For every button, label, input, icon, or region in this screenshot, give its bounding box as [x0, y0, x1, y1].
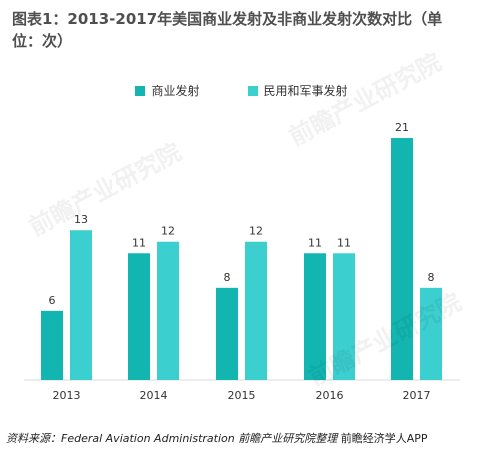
- bar-noncommercial-2014: [157, 241, 179, 380]
- bar-commercial-2015: [216, 287, 238, 380]
- bar-commercial-2016: [304, 253, 326, 380]
- source-text: 资料来源：Federal Aviation Administration 前瞻产…: [6, 432, 338, 445]
- x-tick-label-2013: 2013: [53, 389, 81, 402]
- data-label-noncommercial-2014: 12: [161, 225, 175, 238]
- source-logo: 前瞻经济学人APP: [340, 432, 428, 445]
- bar-noncommercial-2013: [70, 230, 92, 380]
- bar-chart: 6 13 2013 11 12 2014 8 12 2015 11 11 2016 21 8 2017: [24, 121, 460, 402]
- bar-commercial-2014: [128, 253, 150, 380]
- x-tick-label-2017: 2017: [403, 389, 431, 402]
- legend-label-commercial: 商业发射: [151, 84, 200, 98]
- legend-item-series-0: 商业发射: [135, 82, 200, 99]
- legend-item-series-1: 民用和军事发射: [247, 82, 348, 99]
- bar-commercial-2017: [391, 138, 413, 380]
- x-tick-label-2015: 2015: [228, 389, 256, 402]
- bar-noncommercial-2015: [245, 241, 267, 380]
- legend-swatch-noncommercial: [247, 85, 258, 96]
- data-label-commercial-2017: 21: [395, 121, 409, 134]
- data-label-noncommercial-2017: 8: [428, 271, 435, 284]
- bar-noncommercial-2016: [333, 253, 355, 380]
- legend-swatch-commercial: [135, 85, 146, 96]
- data-label-noncommercial-2015: 12: [249, 225, 263, 238]
- bar-noncommercial-2017: [420, 287, 442, 380]
- data-label-commercial-2016: 11: [308, 236, 322, 249]
- data-label-commercial-2015: 8: [224, 271, 231, 284]
- data-label-commercial-2013: 6: [49, 294, 56, 307]
- data-label-commercial-2014: 11: [132, 236, 146, 249]
- bar-commercial-2013: [41, 310, 63, 380]
- chart-legend: 商业发射 民用和军事发射: [0, 82, 483, 99]
- x-tick-label-2014: 2014: [140, 389, 168, 402]
- data-label-noncommercial-2013: 13: [74, 213, 88, 226]
- source-note: 资料来源：Federal Aviation Administration 前瞻产…: [6, 430, 481, 446]
- legend-label-noncommercial: 民用和军事发射: [263, 84, 348, 98]
- data-label-noncommercial-2016: 11: [337, 236, 351, 249]
- x-tick-label-2016: 2016: [316, 389, 344, 402]
- chart-title: 图表1：2013-2017年美国商业发射及非商业发射次数对比（单位：次）: [12, 10, 443, 50]
